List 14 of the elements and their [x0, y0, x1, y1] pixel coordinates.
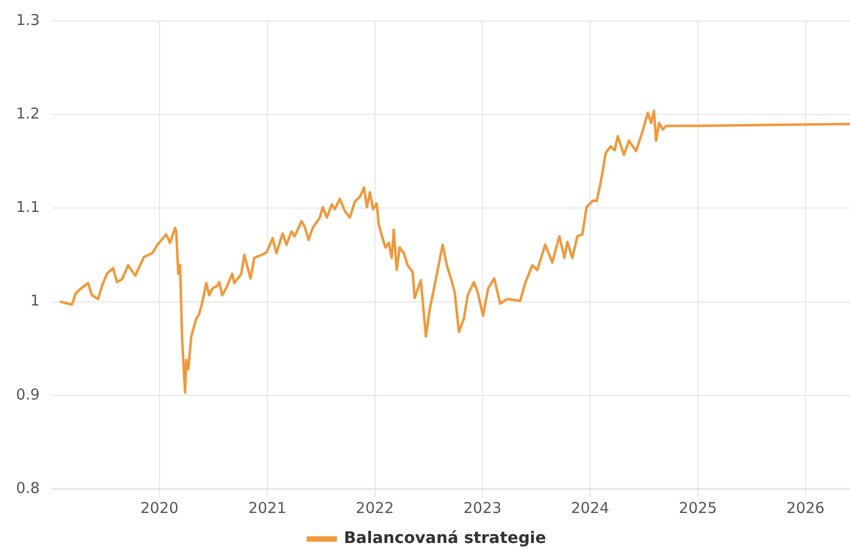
- x-tick-label: 2021: [248, 498, 286, 517]
- legend-label: Balancovaná strategie: [344, 528, 546, 548]
- y-tick-label: 0.8: [16, 478, 40, 497]
- x-tick-label: 2023: [463, 498, 502, 517]
- y-tick-label: 1.1: [16, 198, 40, 216]
- x-tick-label: 2022: [356, 498, 394, 517]
- y-tick-label: 0.9: [16, 385, 40, 404]
- x-tick-label: 2025: [678, 498, 718, 517]
- x-tick-label: 2020: [140, 498, 179, 517]
- x-tick-label: 2024: [570, 498, 610, 517]
- y-tick-label: 1.2: [16, 104, 40, 122]
- x-tick-label: 2026: [786, 498, 825, 517]
- y-tick-label: 1.3: [16, 10, 40, 29]
- y-tick-label: 1: [30, 292, 40, 310]
